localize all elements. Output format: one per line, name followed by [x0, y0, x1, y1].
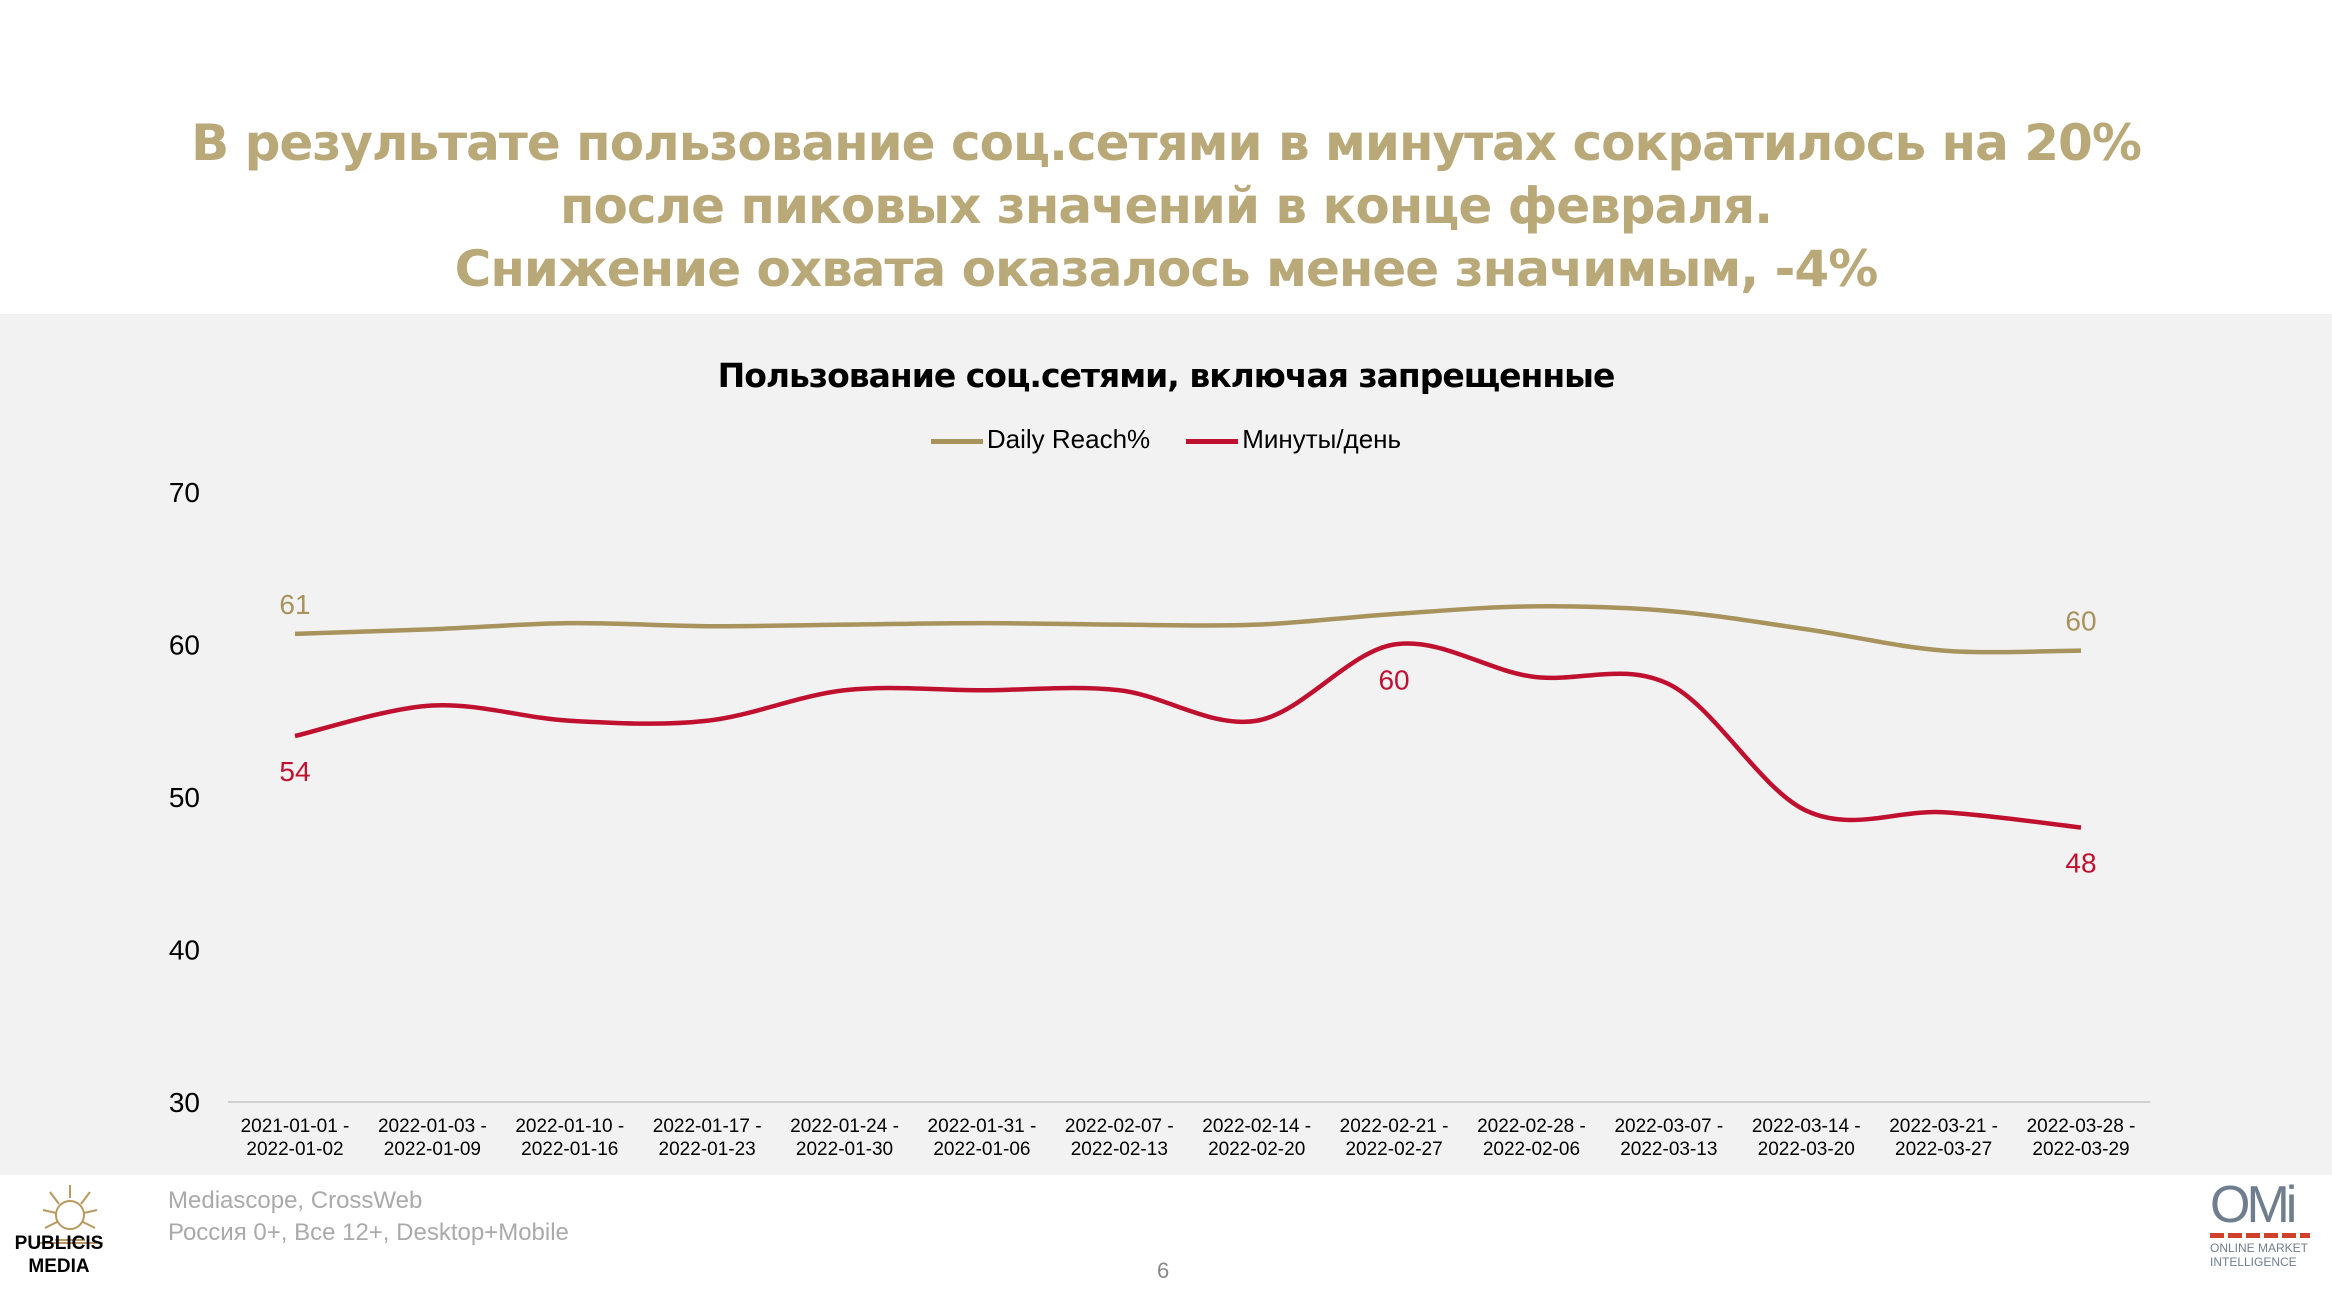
- x-tick-label: 2021-01-01 -: [241, 1116, 350, 1137]
- chart-legend: Daily Reach% Минуты/день: [0, 424, 2332, 455]
- source-line-2: Россия 0+, Все 12+, Desktop+Mobile: [168, 1219, 569, 1246]
- x-tick-label: 2022-03-20: [1758, 1139, 1855, 1160]
- y-tick-label: 40: [169, 935, 200, 966]
- x-tick-label: 2022-01-02: [246, 1139, 343, 1160]
- y-tick-label: 30: [169, 1087, 200, 1118]
- legend-item-reach: Daily Reach%: [930, 424, 1151, 455]
- legend-label-reach: Daily Reach%: [986, 424, 1151, 454]
- legend-label-minutes: Минуты/день: [1242, 424, 1402, 454]
- title-line-3: Снижение охвата оказалось менее значимым…: [454, 240, 1879, 298]
- x-tick-label: 2022-01-17 -: [653, 1116, 762, 1137]
- x-tick-label: 2022-01-10 -: [515, 1116, 624, 1137]
- x-tick-label: 2022-02-14 -: [1202, 1116, 1311, 1137]
- series-line-0: [294, 604, 2082, 655]
- x-tick-label: 2022-03-27: [1895, 1139, 1992, 1160]
- x-tick-label: 2022-01-09: [384, 1139, 481, 1160]
- source-line-1: Mediascope, CrossWeb: [168, 1187, 423, 1214]
- x-tick-label: 2022-03-29: [2032, 1139, 2129, 1160]
- x-tick-label: 2022-02-21 -: [1340, 1116, 1449, 1137]
- legend-swatch-reach: [930, 438, 983, 444]
- y-tick-label: 60: [169, 630, 200, 661]
- x-tick-label: 2022-03-14 -: [1752, 1116, 1861, 1137]
- chart-background: [0, 314, 2332, 1175]
- data-label: 54: [279, 756, 310, 787]
- x-tick-label: 2022-02-13: [1071, 1139, 1168, 1160]
- data-label: 60: [2065, 606, 2096, 637]
- x-tick-label: 2022-01-16: [521, 1139, 618, 1160]
- title-line-1: В результате пользование соц.сетями в ми…: [191, 114, 2142, 172]
- x-tick-label: 2022-03-28 -: [2027, 1116, 2136, 1137]
- omi-logo: OMi ONLINE MARKET INTELLIGENCE: [2210, 1176, 2310, 1269]
- publicis-lion-logo: [37, 1185, 103, 1244]
- publicis-media-logo-text: PUBLICIS MEDIA: [14, 1233, 104, 1277]
- slide-title: В результате пользование соц.сетями в ми…: [0, 112, 2332, 301]
- page-number: 6: [1157, 1258, 1170, 1283]
- x-tick-label: 2022-01-03 -: [378, 1116, 487, 1137]
- x-tick-label: 2022-02-27: [1345, 1139, 1442, 1160]
- legend-swatch-minutes: [1186, 438, 1239, 444]
- y-tick-label: 70: [169, 477, 200, 508]
- legend-item-minutes: Минуты/день: [1186, 424, 1401, 455]
- title-line-2: после пиковых значений в конце февраля.: [559, 177, 1773, 235]
- y-tick-label: 50: [169, 782, 200, 813]
- data-label: 48: [2065, 848, 2096, 879]
- x-tick-label: 2022-01-23: [659, 1139, 756, 1160]
- series-line-1: [294, 641, 2082, 830]
- data-label: 60: [1378, 665, 1409, 696]
- chart-title: Пользование соц.сетями, включая запрещен…: [717, 356, 1616, 395]
- x-tick-label: 2022-02-06: [1483, 1139, 1580, 1160]
- x-tick-label: 2022-02-20: [1208, 1139, 1305, 1160]
- x-tick-label: 2022-01-31 -: [928, 1116, 1037, 1137]
- x-tick-label: 2022-02-07 -: [1065, 1116, 1174, 1137]
- x-tick-label: 2022-01-06: [933, 1139, 1030, 1160]
- x-tick-label: 2022-03-21 -: [1889, 1116, 1998, 1137]
- x-tick-label: 2022-01-30: [796, 1139, 893, 1160]
- x-tick-label: 2022-03-13: [1620, 1139, 1717, 1160]
- x-tick-label: 2022-03-07 -: [1614, 1116, 1723, 1137]
- data-label: 61: [279, 589, 310, 620]
- x-tick-label: 2022-02-28 -: [1477, 1116, 1586, 1137]
- x-tick-label: 2022-01-24 -: [790, 1116, 899, 1137]
